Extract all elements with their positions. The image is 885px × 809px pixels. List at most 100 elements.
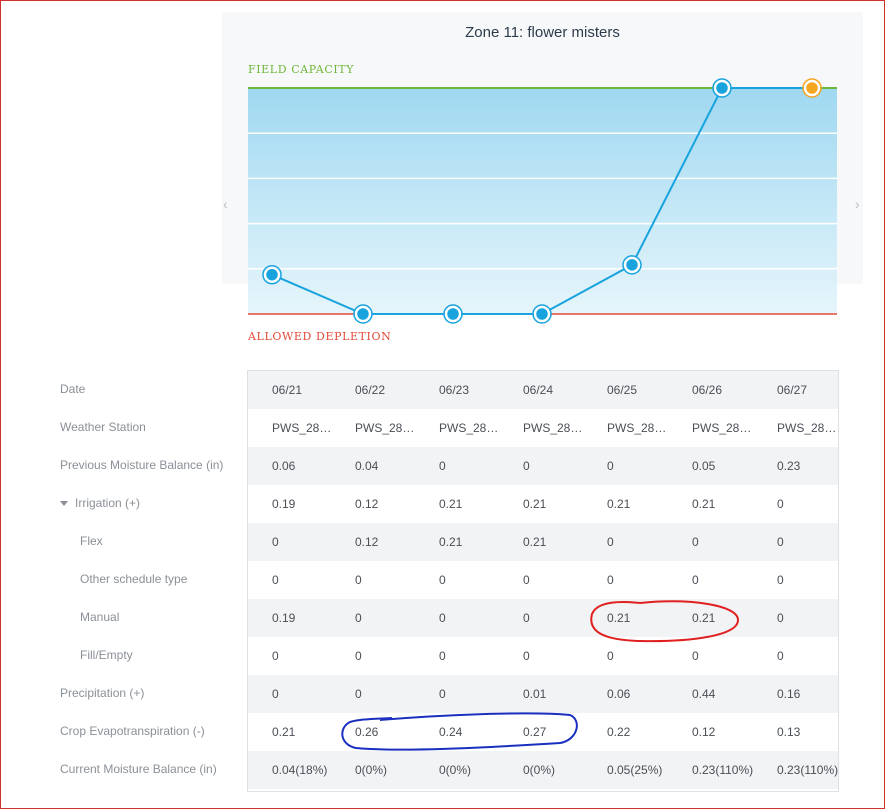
table-cell: 0 <box>607 535 614 549</box>
table-cell: 0 <box>607 649 614 663</box>
row-label-text: Previous Moisture Balance (in) <box>60 458 224 472</box>
table-cell: 06/25 <box>607 383 638 397</box>
table-cell: 0.24 <box>439 725 463 739</box>
row-label-text: Precipitation (+) <box>60 686 145 700</box>
table-cell: 06/26 <box>692 383 723 397</box>
table-row: 0.19 0.12 0.21 0.21 0.21 0.21 0 <box>248 485 838 523</box>
table-cell: 0 <box>439 573 446 587</box>
table-cell: 0.04(18%) <box>272 763 328 777</box>
table-cell: 0.06 <box>607 687 631 701</box>
table-cell: 0 <box>692 535 699 549</box>
table-cell: 0.19 <box>272 497 296 511</box>
table-cell: 0.21 <box>607 497 631 511</box>
table-cell: 0.23(110%) <box>777 763 839 777</box>
table-cell: 0 <box>355 687 362 701</box>
table-cell: 0(0%) <box>355 763 388 777</box>
table-cell: 0.06 <box>272 459 296 473</box>
row-label-other-schedule: Other schedule type <box>80 560 265 598</box>
table-cell: 0 <box>692 649 699 663</box>
table-cell: 0.21 <box>523 535 547 549</box>
table-cell: 0 <box>523 611 530 625</box>
table-cell: 06/27 <box>777 383 808 397</box>
table-cell: 0.23 <box>777 459 801 473</box>
data-point-06-23[interactable] <box>444 305 462 323</box>
row-label-text: Other schedule type <box>80 572 188 586</box>
table-row: 06/21 06/22 06/23 06/24 06/25 06/26 06/27 <box>248 371 838 409</box>
data-point-ring <box>532 304 552 324</box>
table-cell: 06/23 <box>439 383 470 397</box>
table-cell: 0.21 <box>523 497 547 511</box>
row-label-crop-et: Crop Evapotranspiration (-) <box>60 712 245 750</box>
table-cell: 0 <box>355 611 362 625</box>
row-label-irrigation[interactable]: Irrigation (+) <box>60 484 245 522</box>
data-point-06-25[interactable] <box>623 256 641 274</box>
data-point-ring <box>802 78 822 98</box>
table-cell: 0.05(25%) <box>607 763 663 777</box>
table-cell: 0.21 <box>439 535 463 549</box>
row-label-text: Fill/Empty <box>80 648 133 662</box>
table-cell: PWS_28… <box>272 421 332 435</box>
table-row: 0 0 0 0 0 0 0 <box>248 561 838 599</box>
allowed-depletion-label: ALLOWED DEPLETION <box>248 330 392 343</box>
table-cell: PWS_28… <box>355 421 415 435</box>
moisture-band <box>248 88 837 314</box>
chart-next-arrow[interactable]: › <box>855 196 860 212</box>
table-cell: 0.12 <box>692 725 716 739</box>
row-label-text: Current Moisture Balance (in) <box>60 762 217 776</box>
table-cell: 0.44 <box>692 687 716 701</box>
table-cell: 0.21 <box>272 725 296 739</box>
table-cell: 0 <box>777 497 784 511</box>
table-cell: 0.21 <box>692 611 716 625</box>
data-point-06-21[interactable] <box>263 266 281 283</box>
table-row: 0 0 0 0 0 0 0 <box>248 637 838 675</box>
table-cell: 0(0%) <box>439 763 472 777</box>
table-cell: 06/22 <box>355 383 386 397</box>
row-label-text: Manual <box>80 610 120 624</box>
table-cell: PWS_28… <box>523 421 583 435</box>
data-point-ring <box>443 304 463 324</box>
table-cell: 0.22 <box>607 725 631 739</box>
table-cell: 0.12 <box>355 535 379 549</box>
table-row: 0 0 0 0.01 0.06 0.44 0.16 <box>248 675 838 713</box>
row-label-date: Date <box>60 370 245 408</box>
row-label-manual: Manual <box>80 598 265 636</box>
data-point-06-27[interactable] <box>803 79 821 97</box>
table-row: 0.04(18%) 0(0%) 0(0%) 0(0%) 0.05(25%) 0.23(11… <box>248 751 838 789</box>
data-point-06-22[interactable] <box>354 305 372 323</box>
table-cell: 0.27 <box>523 725 547 739</box>
table-cell: 0.19 <box>272 611 296 625</box>
table-cell: PWS_28… <box>692 421 752 435</box>
caret-down-icon[interactable] <box>60 501 68 506</box>
table-cell: 0.05 <box>692 459 716 473</box>
row-label-previous-moisture: Previous Moisture Balance (in) <box>60 446 245 484</box>
table-cell: PWS_28… <box>777 421 837 435</box>
row-label-text: Date <box>60 382 86 396</box>
moisture-table: 06/21 06/22 06/23 06/24 06/25 06/26 06/27 PWS_2… <box>247 370 839 792</box>
table-cell: 0 <box>439 649 446 663</box>
row-label-weather-station: Weather Station <box>60 408 245 446</box>
table-cell: 0 <box>272 649 279 663</box>
chart-prev-arrow[interactable]: ‹ <box>223 196 228 212</box>
table-cell: 0.21 <box>692 497 716 511</box>
data-point-ring <box>353 304 373 324</box>
table-row: PWS_28… PWS_28… PWS_28… PWS_28… PWS_28… PWS_2… <box>248 409 838 447</box>
table-cell: 0.26 <box>355 725 379 739</box>
table-row: 0.21 0.26 0.24 0.27 0.22 0.12 0.13 <box>248 713 838 751</box>
table-cell: 0 <box>272 687 279 701</box>
table-cell: 0.12 <box>355 497 379 511</box>
table-cell: 0 <box>355 649 362 663</box>
data-point-06-24[interactable] <box>533 305 551 323</box>
table-cell: 0 <box>777 611 784 625</box>
table-cell: 0 <box>439 611 446 625</box>
data-point-06-26[interactable] <box>713 79 731 97</box>
row-label-fill-empty: Fill/Empty <box>80 636 265 674</box>
table-cell: 0.01 <box>523 687 547 701</box>
data-point-ring <box>622 255 642 275</box>
table-cell: 0 <box>607 573 614 587</box>
table-cell: 0 <box>523 573 530 587</box>
table-cell: 0.04 <box>355 459 379 473</box>
row-label-current-moisture: Current Moisture Balance (in) <box>60 750 245 788</box>
row-label-text: Weather Station <box>60 420 146 434</box>
table-cell: 0 <box>777 573 784 587</box>
